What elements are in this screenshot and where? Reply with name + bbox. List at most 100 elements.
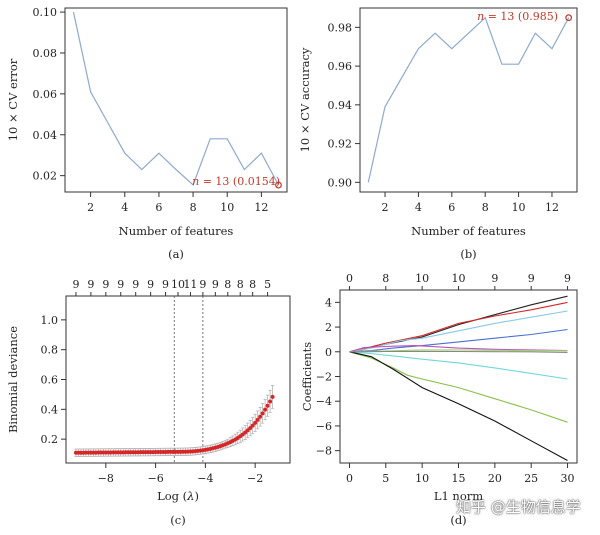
c-top-tick-label: 9: [147, 278, 154, 291]
b-xtick-label: 12: [545, 201, 559, 214]
a-xtick-label: 8: [190, 201, 197, 214]
d-xtick-label: 5: [382, 472, 389, 485]
panel-b: 2 4 6 8 10 12 0.90 0.92 0.94 0.96 0.98 10 × CV accu…: [298, 7, 578, 261]
b-caption: (b): [460, 247, 476, 261]
b-optimum-annotation: n = 13 (0.985): [477, 10, 558, 23]
b-xtick-label: 8: [482, 201, 489, 214]
d-ytick-label: 0: [325, 346, 332, 359]
d-ytick-label: −2: [316, 371, 332, 384]
c-top-tick-label: 8: [224, 278, 231, 291]
c-deviance-point: [268, 399, 273, 404]
c-x-axis-label: Log (λ): [157, 489, 199, 503]
d-ytick-label: −4: [316, 395, 332, 408]
b-ytick-label: 0.92: [328, 138, 353, 151]
c-top-tick-label: 10: [171, 278, 185, 291]
d-top-tick-label: 9: [564, 272, 571, 285]
d-coefficient-path-4: [349, 328, 568, 353]
a-ytick-label: 0.06: [33, 88, 58, 101]
a-ytick-label: 0.08: [33, 47, 58, 60]
c-top-tick-label: 9: [212, 278, 219, 291]
c-top-tick-label: 9: [72, 278, 79, 291]
a-caption: (a): [168, 247, 184, 261]
c-x-axis-label-prefix: Log (: [157, 489, 187, 503]
b-xtick-label: 2: [382, 201, 389, 214]
a-ytick-label: 0.04: [33, 129, 58, 142]
b-x-axis-label: Number of features: [411, 224, 526, 238]
a-xtick-label: 12: [254, 201, 268, 214]
a-xtick-label: 4: [121, 201, 128, 214]
c-top-tick-label: 9: [199, 278, 206, 291]
b-annotation-value: = 13 (0.985): [484, 10, 558, 23]
b-y-axis-label: 10 × CV accuracy: [298, 47, 312, 152]
d-coefficient-path-5: [349, 345, 568, 353]
a-series-line: [72, 11, 280, 187]
b-ytick-label: 0.98: [328, 21, 353, 34]
a-ytick-label: 0.02: [33, 170, 58, 183]
a-plot-frame: [64, 7, 288, 193]
c-deviance-point: [255, 417, 260, 422]
c-deviance-point: [270, 394, 275, 399]
a-optimum-annotation: n = 13 (0.0154): [192, 175, 280, 188]
a-ytick-label: 0.10: [33, 6, 58, 19]
b-xtick-label: 6: [448, 201, 455, 214]
c-top-tick-label: 9: [132, 278, 139, 291]
d-coefficient-path-7: [349, 351, 568, 380]
d-xtick-label: 15: [452, 472, 466, 485]
d-xtick-label: 0: [346, 472, 353, 485]
c-deviance-point: [260, 411, 265, 416]
c-deviance-point: [263, 407, 268, 412]
d-caption: (d): [450, 513, 466, 527]
c-deviance-point: [250, 423, 255, 428]
b-plot-frame: [359, 7, 578, 193]
d-ytick-label: 2: [325, 321, 332, 334]
c-y-axis-label: Binomial deviance: [6, 326, 20, 433]
a-x-axis-label: Number of features: [119, 224, 234, 238]
c-top-tick-label: 9: [87, 278, 94, 291]
d-ytick-label: −8: [316, 445, 332, 458]
c-top-tick-label: 9: [162, 278, 169, 291]
c-ytick-label: 0.2: [41, 433, 59, 446]
a-annotation-n: n: [192, 175, 199, 188]
a-optimum-marker: [275, 181, 282, 189]
c-x-axis-label-suffix: ): [194, 489, 199, 503]
c-xtick-label: −2: [247, 472, 263, 485]
a-y-axis-label: 10 × CV error: [6, 58, 20, 141]
c-xtick-label: −6: [147, 472, 163, 485]
watermark-text: 知乎 @生物信息学: [456, 498, 581, 516]
c-ytick-label: 0.4: [41, 403, 59, 416]
d-xtick-label: 10: [415, 472, 429, 485]
d-top-tick-label: 10: [452, 272, 466, 285]
d-coefficient-path-2: [349, 301, 568, 353]
c-x-axis-label-symbol: λ: [186, 489, 194, 503]
c-ytick-label: 1.0: [41, 314, 59, 327]
b-series-line: [367, 16, 570, 183]
c-top-tick-label: 5: [264, 278, 271, 291]
b-annotation-n: n: [477, 10, 484, 23]
d-xtick-label: 30: [561, 472, 575, 485]
b-ytick-label: 0.94: [328, 99, 353, 112]
c-caption: (c): [170, 513, 185, 527]
d-ytick-label: 4: [325, 296, 332, 309]
c-ytick-label: 0.6: [41, 374, 59, 387]
b-ytick-label: 0.96: [328, 60, 353, 73]
c-top-tick-label: 8: [249, 278, 256, 291]
d-xtick-label: 20: [488, 472, 502, 485]
c-deviance-point: [248, 426, 253, 431]
c-xtick-label: −8: [98, 472, 114, 485]
a-xtick-label: 2: [87, 201, 94, 214]
c-top-tick-label: 9: [102, 278, 109, 291]
c-ytick-label: 0.8: [41, 344, 59, 357]
d-xtick-label: 25: [524, 472, 538, 485]
d-top-tick-label: 8: [382, 272, 389, 285]
a-xtick-label: 10: [220, 201, 234, 214]
d-top-tick-label: 0: [346, 272, 353, 285]
c-top-tick-label: 9: [117, 278, 124, 291]
c-top-tick-label: 11: [183, 278, 197, 291]
c-deviance-point: [265, 403, 270, 408]
panel-a: 2 4 6 8 10 12 0.02 0.04 0.06 0.08 0.10 10 × CV erro…: [6, 6, 288, 261]
c-top-tick-label: 8: [237, 278, 244, 291]
c-deviance-point: [258, 414, 263, 419]
b-ytick-label: 0.90: [328, 176, 353, 189]
